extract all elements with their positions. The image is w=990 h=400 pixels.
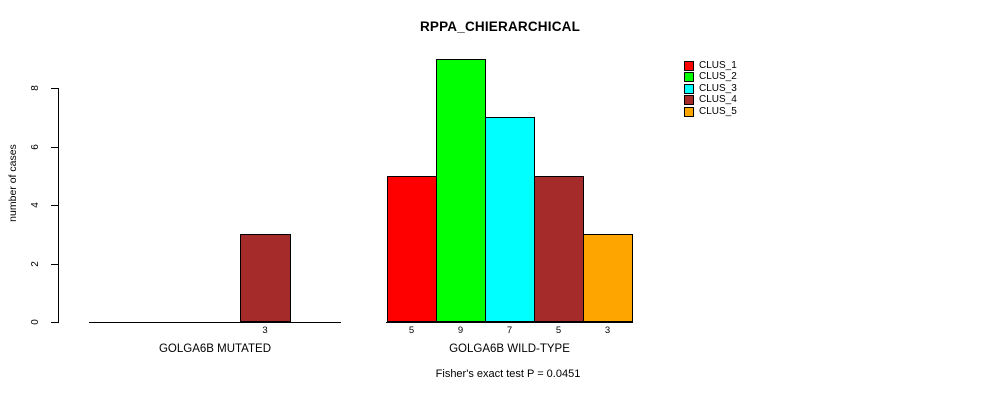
- legend-label: CLUS_2: [699, 71, 737, 83]
- x-axis-baseline: [89, 322, 341, 323]
- legend-label: CLUS_1: [699, 59, 737, 71]
- legend-swatch-clus_4: [684, 95, 694, 106]
- bar-clus_3: [485, 117, 535, 322]
- bar-clus_4: [240, 234, 291, 322]
- y-axis-label: number of cases: [7, 144, 19, 222]
- legend-swatch-clus_5: [684, 106, 694, 117]
- y-tick-label: 8: [30, 85, 41, 91]
- bar-value-label: 9: [457, 325, 464, 336]
- bar-value-label: 7: [506, 325, 513, 336]
- legend-swatch-clus_2: [684, 72, 694, 83]
- y-tick-mark: [51, 263, 59, 265]
- legend-swatch-clus_3: [684, 83, 694, 94]
- y-tick-mark: [51, 146, 59, 148]
- legend-item: CLUS_1: [684, 60, 737, 72]
- bar-value-label: 3: [604, 325, 611, 336]
- fisher-test-annotation: Fisher's exact test P = 0.0451: [435, 368, 581, 380]
- bar-value-label: 3: [262, 325, 268, 336]
- bar-clus_2: [436, 59, 486, 322]
- legend: CLUS_1 CLUS_2 CLUS_3 CLUS_4 CLUS_5: [684, 60, 737, 118]
- y-tick-mark: [51, 88, 59, 89]
- legend-item: CLUS_5: [684, 106, 737, 118]
- y-tick-mark: [51, 205, 59, 206]
- bar-value-label: 5: [555, 325, 562, 336]
- bar-clus_5: [583, 234, 633, 322]
- group-label-wild-type: GOLGA6B WILD-TYPE: [449, 343, 570, 355]
- y-tick-label: 4: [30, 202, 41, 208]
- y-tick-label: 0: [30, 319, 41, 325]
- bar-clus_1: [387, 176, 437, 322]
- x-axis-baseline: [386, 322, 633, 323]
- bar-value-label: 5: [408, 325, 415, 336]
- y-tick-label: 2: [30, 260, 41, 267]
- legend-item: CLUS_2: [684, 72, 737, 84]
- bar-clus_4: [534, 176, 584, 322]
- y-tick-label: 6: [30, 143, 41, 150]
- legend-label: CLUS_4: [699, 94, 737, 106]
- legend-label: CLUS_5: [699, 105, 737, 117]
- y-tick-mark: [51, 322, 59, 323]
- legend-item: CLUS_4: [684, 95, 737, 107]
- chart-title: RPPA_CHIERARCHICAL: [419, 19, 581, 34]
- group-label-mutated: GOLGA6B MUTATED: [158, 343, 272, 355]
- legend-label: CLUS_3: [699, 82, 737, 94]
- legend-swatch-clus_1: [684, 60, 694, 71]
- legend-item: CLUS_3: [684, 83, 737, 95]
